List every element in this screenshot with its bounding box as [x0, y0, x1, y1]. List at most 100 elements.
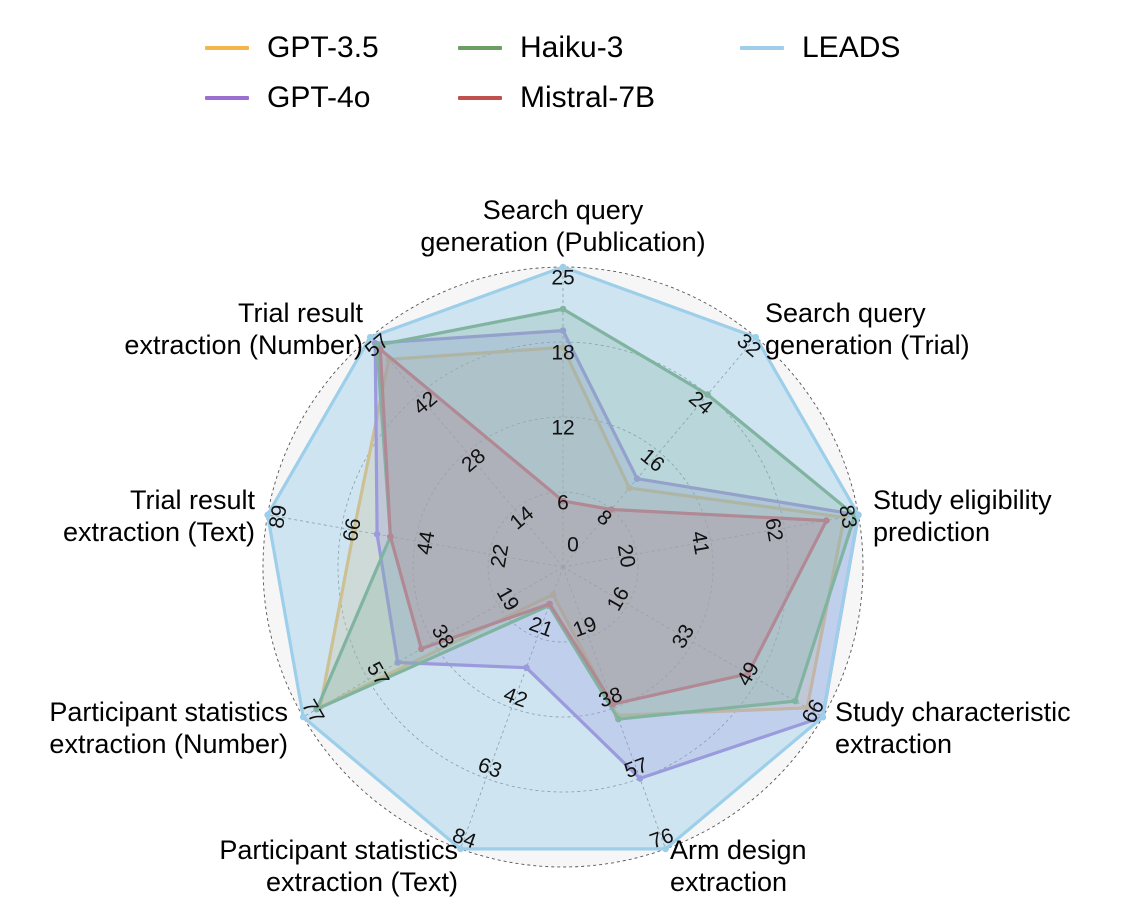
series-point-mistral-7b-5	[609, 700, 617, 708]
tick-label-axis3-62: 62	[760, 516, 787, 543]
series-point-gpt-3-5-4	[803, 704, 811, 712]
legend-swatch-leads	[740, 46, 784, 50]
grid-spoke-4	[562, 566, 824, 718]
legend-item-haiku3: Haiku-3	[458, 28, 623, 68]
legend-item-leads: LEADS	[740, 28, 900, 68]
legend-label-haiku3: Haiku-3	[520, 31, 624, 64]
tick-label-axis8-44: 44	[413, 529, 440, 556]
axis-label-2-line-1: Search query	[765, 298, 926, 328]
axis-label-5-line-2: extraction	[670, 867, 787, 897]
series-point-leads-8	[264, 511, 271, 519]
tick-label-axis8-22: 22	[487, 542, 514, 569]
series-point-haiku-3-7	[313, 705, 321, 713]
series-point-gpt-4o-1	[559, 327, 567, 334]
radar-grid	[267, 267, 859, 850]
series-area-gpt-4o	[373, 329, 861, 781]
grid-spoke-3	[562, 514, 859, 568]
axis-label-6-line-2: extraction (Text)	[266, 867, 458, 897]
series-point-mistral-7b-7	[418, 645, 425, 653]
legend-label-mistral7b: Mistral-7B	[520, 81, 656, 114]
series-point-gpt-4o-7	[394, 659, 402, 666]
series-point-gpt-4o-2	[633, 475, 641, 483]
series-area-mistral-7b	[378, 347, 829, 706]
series-point-gpt-4o-8	[373, 530, 381, 538]
tick-label-axis3-20: 20	[613, 542, 640, 569]
series-point-mistral-7b-6	[546, 600, 553, 608]
series-point-leads-4	[819, 713, 827, 721]
tick-label-axis1-6: 6	[557, 492, 569, 515]
series-point-leads-7	[299, 713, 307, 721]
axis-label-3-line-2: prediction	[873, 517, 990, 547]
tick-label-axis1-18: 18	[551, 342, 574, 365]
tick-label-axis8-89: 89	[265, 503, 292, 530]
series-point-haiku-3-4	[792, 697, 799, 705]
tick-label-axis3-41: 41	[687, 529, 714, 556]
axis-label-8-line-2: extraction (Text)	[63, 517, 255, 547]
series-point-mistral-7b-1	[559, 497, 567, 505]
axis-label-6-line-1: Participant statistics	[219, 835, 458, 865]
axis-label-1-line-2: generation (Publication)	[420, 227, 705, 257]
series-point-gpt-4o-5	[636, 775, 644, 782]
series-point-gpt-4o-6	[523, 664, 530, 671]
radar-series	[264, 263, 862, 853]
series-point-mistral-7b-4	[744, 670, 752, 678]
axis-label-2-line-2: generation (Trial)	[765, 330, 970, 360]
tick-label-axis1-25: 25	[551, 267, 574, 290]
series-point-leads-5	[662, 845, 669, 853]
tick-label-axis1-0: 0	[567, 534, 579, 557]
legend-label-gpt35: GPT-3.5	[267, 31, 379, 64]
series-point-mistral-7b-9	[377, 346, 384, 353]
series-area-gpt-3-5	[318, 345, 846, 718]
series-point-leads-2	[752, 333, 760, 341]
grid-spoke-6	[460, 566, 564, 850]
legend: GPT-3.5 GPT-4o Haiku-3 Mistral-7B LEADS	[205, 24, 965, 124]
tick-label-axis8-66: 66	[339, 516, 366, 543]
legend-swatch-gpt35	[205, 46, 249, 50]
axis-label-1-line-1: Search query	[483, 195, 644, 225]
grid-spoke-5	[562, 566, 666, 850]
series-point-gpt-3-5-3	[840, 514, 848, 521]
axis-label-3-line-1: Study eligibility	[873, 485, 1052, 515]
series-point-gpt-3-5-8	[350, 526, 358, 534]
tick-label-axis1-12: 12	[551, 417, 574, 440]
series-point-haiku-3-5	[615, 715, 622, 723]
grid-spoke-7	[302, 566, 564, 718]
series-point-mistral-7b-8	[387, 533, 394, 540]
series-point-gpt-3-5-6	[549, 591, 557, 598]
grid-ring-1	[487, 491, 639, 643]
axis-label-4-line-2: extraction	[835, 729, 952, 759]
series-point-leads-9	[366, 333, 374, 341]
legend-item-gpt35: GPT-3.5	[205, 28, 379, 68]
legend-swatch-mistral7b	[458, 96, 502, 100]
series-area-leads	[266, 265, 861, 851]
legend-swatch-haiku3	[458, 46, 502, 50]
grid-ring-2	[412, 416, 714, 718]
tick-label-axis3-83: 83	[834, 503, 861, 530]
axis-label-9-line-2: extraction (Number)	[124, 330, 363, 360]
legend-label-gpt4o: GPT-4o	[267, 81, 371, 114]
grid-spoke-9	[369, 336, 564, 568]
axis-label-5-line-1: Arm design	[670, 835, 807, 865]
axis-label-9-line-1: Trial result	[238, 298, 364, 328]
axis-label-7-line-2: extraction (Number)	[49, 729, 288, 759]
grid-spoke-2	[562, 336, 757, 568]
series-point-gpt-3-5-1	[559, 344, 567, 351]
series-point-gpt-3-5-2	[626, 484, 633, 492]
legend-swatch-gpt4o	[205, 96, 249, 100]
grid-ring-3	[337, 341, 789, 793]
series-point-leads-6	[457, 845, 464, 853]
axis-label-4-line-1: Study characteristic	[835, 697, 1071, 727]
legend-item-mistral7b: Mistral-7B	[458, 78, 655, 118]
series-point-haiku-3-2	[704, 391, 711, 398]
series-point-mistral-7b-2	[607, 506, 615, 513]
grid-spoke-8	[267, 514, 564, 568]
axis-label-8-line-1: Trial result	[130, 485, 256, 515]
series-point-leads-3	[855, 511, 862, 519]
series-point-haiku-3-1	[559, 305, 567, 313]
axis-label-7-line-1: Participant statistics	[49, 697, 288, 727]
legend-label-leads: LEADS	[802, 31, 901, 64]
legend-item-gpt4o: GPT-4o	[205, 78, 370, 118]
series-point-mistral-7b-3	[823, 517, 830, 524]
